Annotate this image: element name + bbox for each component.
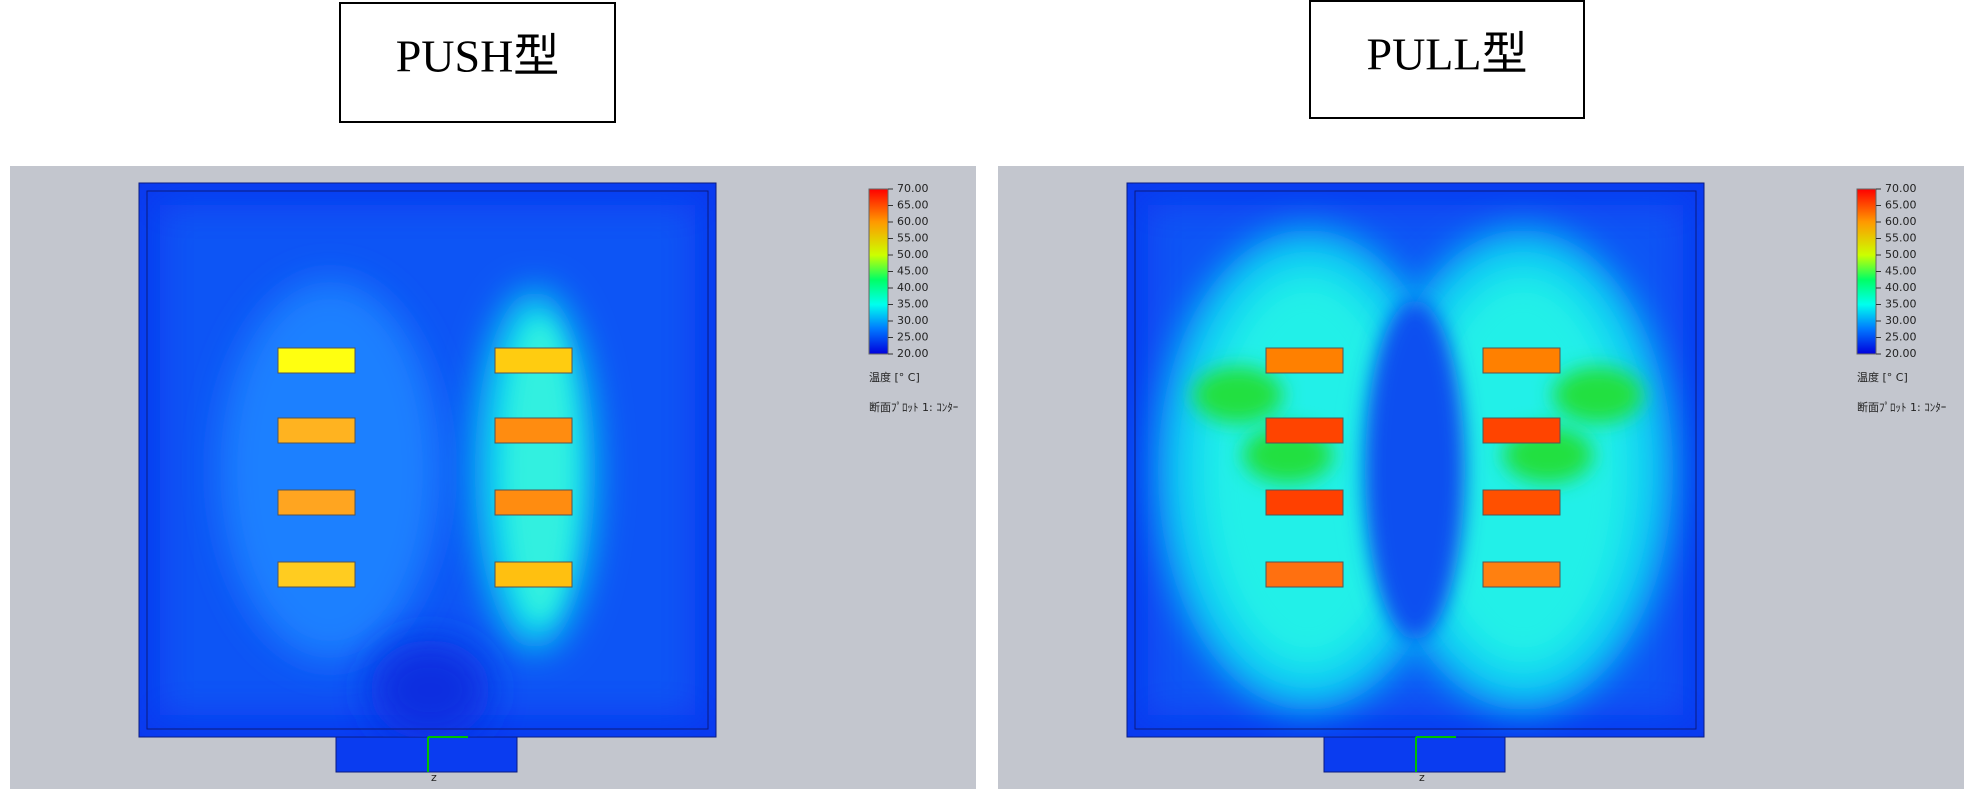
color-bar-label: 45.00: [897, 265, 929, 278]
hot-zone: [1193, 367, 1283, 423]
axis-label: z: [431, 771, 437, 784]
color-bar-label: 65.00: [1885, 199, 1917, 212]
cold-zone: [370, 640, 490, 737]
color-bar-label: 35.00: [897, 298, 929, 311]
warm-zone: [220, 280, 440, 660]
heater: [277, 347, 356, 374]
color-bar-label: 25.00: [1885, 331, 1917, 344]
heater: [1265, 489, 1344, 516]
axis-label: z: [1419, 771, 1425, 784]
color-bar-label: 40.00: [1885, 281, 1917, 294]
cool-center: [1365, 300, 1465, 640]
plume-core: [505, 320, 575, 620]
heater: [494, 489, 573, 516]
color-bar-label: 35.00: [1885, 298, 1917, 311]
heater: [1265, 561, 1344, 588]
color-bar-label: 30.00: [1885, 314, 1917, 327]
heater: [277, 561, 356, 588]
color-bar-label: 40.00: [897, 281, 929, 294]
heater: [1265, 417, 1344, 444]
color-bar: [1856, 188, 1877, 355]
legend-title: 温度 [° C]: [1857, 370, 1908, 384]
color-bar-label: 70.00: [897, 182, 929, 195]
color-bar-label: 70.00: [1885, 182, 1917, 195]
heater: [1265, 347, 1344, 374]
temperature-field: [1148, 205, 1683, 715]
color-bar-label: 50.00: [897, 248, 929, 261]
color-bar-label: 30.00: [897, 314, 929, 327]
inlet-box: [1323, 730, 1506, 773]
heater: [494, 561, 573, 588]
heater: [494, 347, 573, 374]
simulation-view: z 70.00 65.00 60.00 55.00 50.00 45.00 40.00 35.0…: [10, 166, 976, 789]
panel-title: PULL型: [1367, 29, 1528, 80]
panel-title: PUSH型: [396, 31, 560, 82]
color-bar-label: 20.00: [897, 347, 929, 360]
title-box: [1309, 0, 1585, 119]
title-box: [339, 2, 616, 123]
color-bar-label: 55.00: [1885, 232, 1917, 245]
hot-zone: [1553, 367, 1643, 423]
heater: [277, 489, 356, 516]
legend-title: 温度 [° C]: [869, 370, 920, 384]
color-bar-label: 55.00: [897, 232, 929, 245]
heater: [1482, 489, 1561, 516]
plot-label: 断面ﾌﾟﾛｯﾄ 1: ｺﾝﾀｰ: [1857, 400, 1946, 414]
heater: [1482, 561, 1561, 588]
plot-label: 断面ﾌﾟﾛｯﾄ 1: ｺﾝﾀｰ: [869, 400, 958, 414]
temperature-field: [160, 205, 695, 737]
inner-wall: [146, 190, 709, 730]
heater: [277, 417, 356, 444]
color-bar-label: 45.00: [1885, 265, 1917, 278]
color-bar-label: 60.00: [1885, 215, 1917, 228]
color-bar-label: 50.00: [1885, 248, 1917, 261]
color-bar-label: 25.00: [897, 331, 929, 344]
color-bar-label: 60.00: [897, 215, 929, 228]
simulation-view: z 70.00 65.00 60.00 55.00 50.00 45.00 40.00 35.0…: [998, 166, 1964, 789]
heater: [494, 417, 573, 444]
inner-wall: [1134, 190, 1697, 730]
color-bar-label: 65.00: [897, 199, 929, 212]
heater: [1482, 417, 1561, 444]
heater: [1482, 347, 1561, 374]
color-bar-label: 20.00: [1885, 347, 1917, 360]
color-bar: [868, 188, 889, 355]
